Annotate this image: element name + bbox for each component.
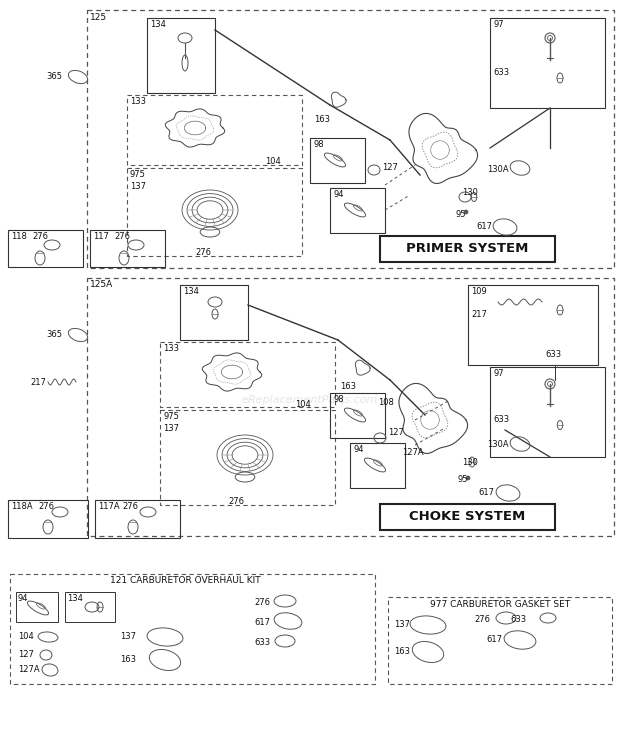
Text: 95: 95 <box>455 210 466 219</box>
Ellipse shape <box>464 210 468 214</box>
Text: 117A: 117A <box>98 502 120 511</box>
Text: 365: 365 <box>46 330 62 339</box>
Text: 633: 633 <box>510 615 526 624</box>
Text: 127A: 127A <box>18 665 40 674</box>
Text: 133: 133 <box>130 97 146 106</box>
Bar <box>490 18 605 108</box>
Text: 134: 134 <box>67 594 83 603</box>
Text: 163: 163 <box>394 647 410 656</box>
Bar <box>65 592 115 622</box>
Text: 633: 633 <box>254 638 270 647</box>
Bar <box>310 138 365 183</box>
Text: 365: 365 <box>46 72 62 81</box>
Bar <box>95 500 180 538</box>
Text: 98: 98 <box>333 395 343 404</box>
Bar <box>468 285 598 365</box>
Text: 133: 133 <box>163 344 179 353</box>
Text: 217: 217 <box>30 378 46 387</box>
Text: 137: 137 <box>163 424 179 433</box>
Text: 617: 617 <box>254 618 270 627</box>
Text: 117: 117 <box>93 232 109 241</box>
Bar <box>380 504 555 530</box>
Text: 633: 633 <box>493 415 509 424</box>
Text: 276: 276 <box>195 248 211 257</box>
Text: 127A: 127A <box>402 448 423 457</box>
Text: 127: 127 <box>18 650 34 659</box>
Bar <box>10 574 375 684</box>
Text: 617: 617 <box>476 222 492 231</box>
Text: 130: 130 <box>462 188 478 197</box>
Bar <box>380 236 555 262</box>
Text: 276: 276 <box>228 497 244 506</box>
Text: 137: 137 <box>120 632 136 641</box>
Text: 127: 127 <box>382 163 398 172</box>
Text: 617: 617 <box>478 488 494 497</box>
Bar <box>8 230 83 267</box>
Bar <box>490 367 605 457</box>
Bar <box>16 592 58 622</box>
Text: 94: 94 <box>333 190 343 199</box>
Text: 104: 104 <box>295 400 311 409</box>
Text: 633: 633 <box>545 350 561 359</box>
Text: 163: 163 <box>340 382 356 391</box>
Text: 97: 97 <box>493 369 503 378</box>
Text: 121 CARBURETOR OVERHAUL KIT: 121 CARBURETOR OVERHAUL KIT <box>110 576 260 585</box>
Bar <box>147 18 215 93</box>
Bar <box>330 188 385 233</box>
Text: 975: 975 <box>130 170 146 179</box>
Text: 617: 617 <box>486 635 502 644</box>
Text: 134: 134 <box>150 20 166 29</box>
Text: 276: 276 <box>474 615 490 624</box>
Bar <box>87 278 614 536</box>
Text: 94: 94 <box>18 594 29 603</box>
Text: 276: 276 <box>32 232 48 241</box>
Text: eReplacementParts.com: eReplacementParts.com <box>242 395 378 405</box>
Text: 118: 118 <box>11 232 27 241</box>
Text: 127: 127 <box>388 428 404 437</box>
Text: 130: 130 <box>462 458 478 467</box>
Text: 104: 104 <box>18 632 33 641</box>
Bar <box>180 285 248 340</box>
Text: 98: 98 <box>313 140 324 149</box>
Text: 134: 134 <box>183 287 199 296</box>
Text: 118A: 118A <box>11 502 33 511</box>
Ellipse shape <box>466 476 470 480</box>
Bar <box>127 95 302 165</box>
Bar <box>90 230 165 267</box>
Text: 163: 163 <box>314 115 330 124</box>
Text: 130A: 130A <box>487 165 508 174</box>
Text: 137: 137 <box>130 182 146 191</box>
Text: CHOKE SYSTEM: CHOKE SYSTEM <box>409 510 525 524</box>
Text: 276: 276 <box>254 598 270 607</box>
Text: 130A: 130A <box>487 440 508 449</box>
Bar <box>160 342 335 407</box>
Bar <box>87 10 614 268</box>
Text: 109: 109 <box>471 287 487 296</box>
Text: 163: 163 <box>120 655 136 664</box>
Text: 276: 276 <box>38 502 54 511</box>
Text: 125A: 125A <box>90 280 113 289</box>
Bar <box>160 410 335 505</box>
Text: 217: 217 <box>471 310 487 319</box>
Text: 104: 104 <box>265 157 281 166</box>
Text: 633: 633 <box>493 68 509 77</box>
Bar <box>388 597 612 684</box>
Text: 108: 108 <box>378 398 394 407</box>
Text: 94: 94 <box>353 445 363 454</box>
Bar <box>330 393 385 438</box>
Bar <box>350 443 405 488</box>
Bar <box>127 168 302 256</box>
Text: 276: 276 <box>122 502 138 511</box>
Text: 137: 137 <box>394 620 410 629</box>
Text: 975: 975 <box>163 412 179 421</box>
Text: 276: 276 <box>114 232 130 241</box>
Text: 97: 97 <box>493 20 503 29</box>
Text: 95: 95 <box>458 475 469 484</box>
Bar <box>8 500 88 538</box>
Text: 977 CARBURETOR GASKET SET: 977 CARBURETOR GASKET SET <box>430 600 570 609</box>
Text: PRIMER SYSTEM: PRIMER SYSTEM <box>406 243 528 255</box>
Text: 125: 125 <box>90 13 107 22</box>
